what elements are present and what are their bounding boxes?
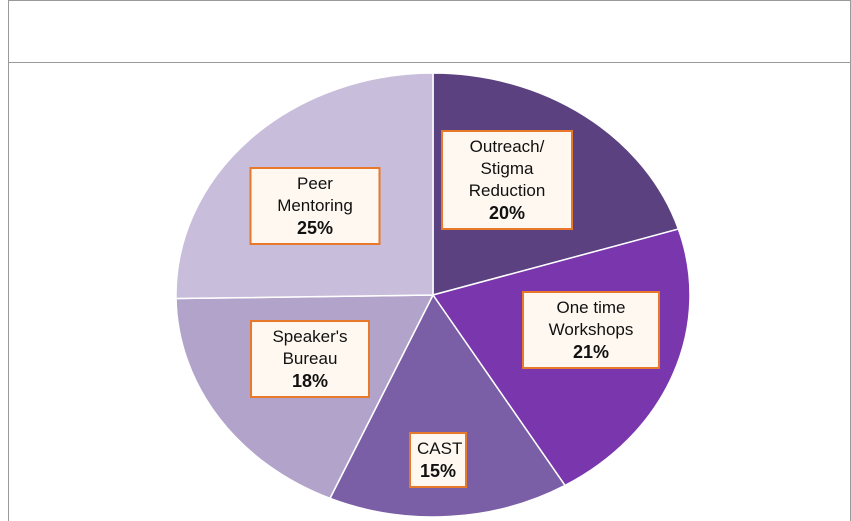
pie-slice	[328, 293, 567, 518]
value-label: 21%	[572, 342, 610, 362]
category-label: One time Workshops	[548, 298, 634, 339]
value-label: 15%	[419, 461, 457, 481]
value-label: 20%	[488, 203, 526, 223]
slice-label: Outreach/ Stigma Reduction 20%	[441, 130, 573, 230]
value-label: 18%	[291, 371, 329, 391]
category-label: Speaker's Bureau	[272, 327, 348, 368]
value-label: 25%	[296, 218, 334, 238]
slice-label: CAST 15%	[409, 432, 467, 488]
category-label: Outreach/ Stigma Reduction	[468, 137, 546, 200]
category-label: Peer Mentoring	[277, 174, 353, 215]
slice-label: Speaker's Bureau 18%	[250, 320, 370, 398]
slice-label: One time Workshops 21%	[522, 291, 660, 369]
slice-label: Peer Mentoring 25%	[249, 167, 381, 245]
category-label: CAST	[417, 439, 463, 458]
